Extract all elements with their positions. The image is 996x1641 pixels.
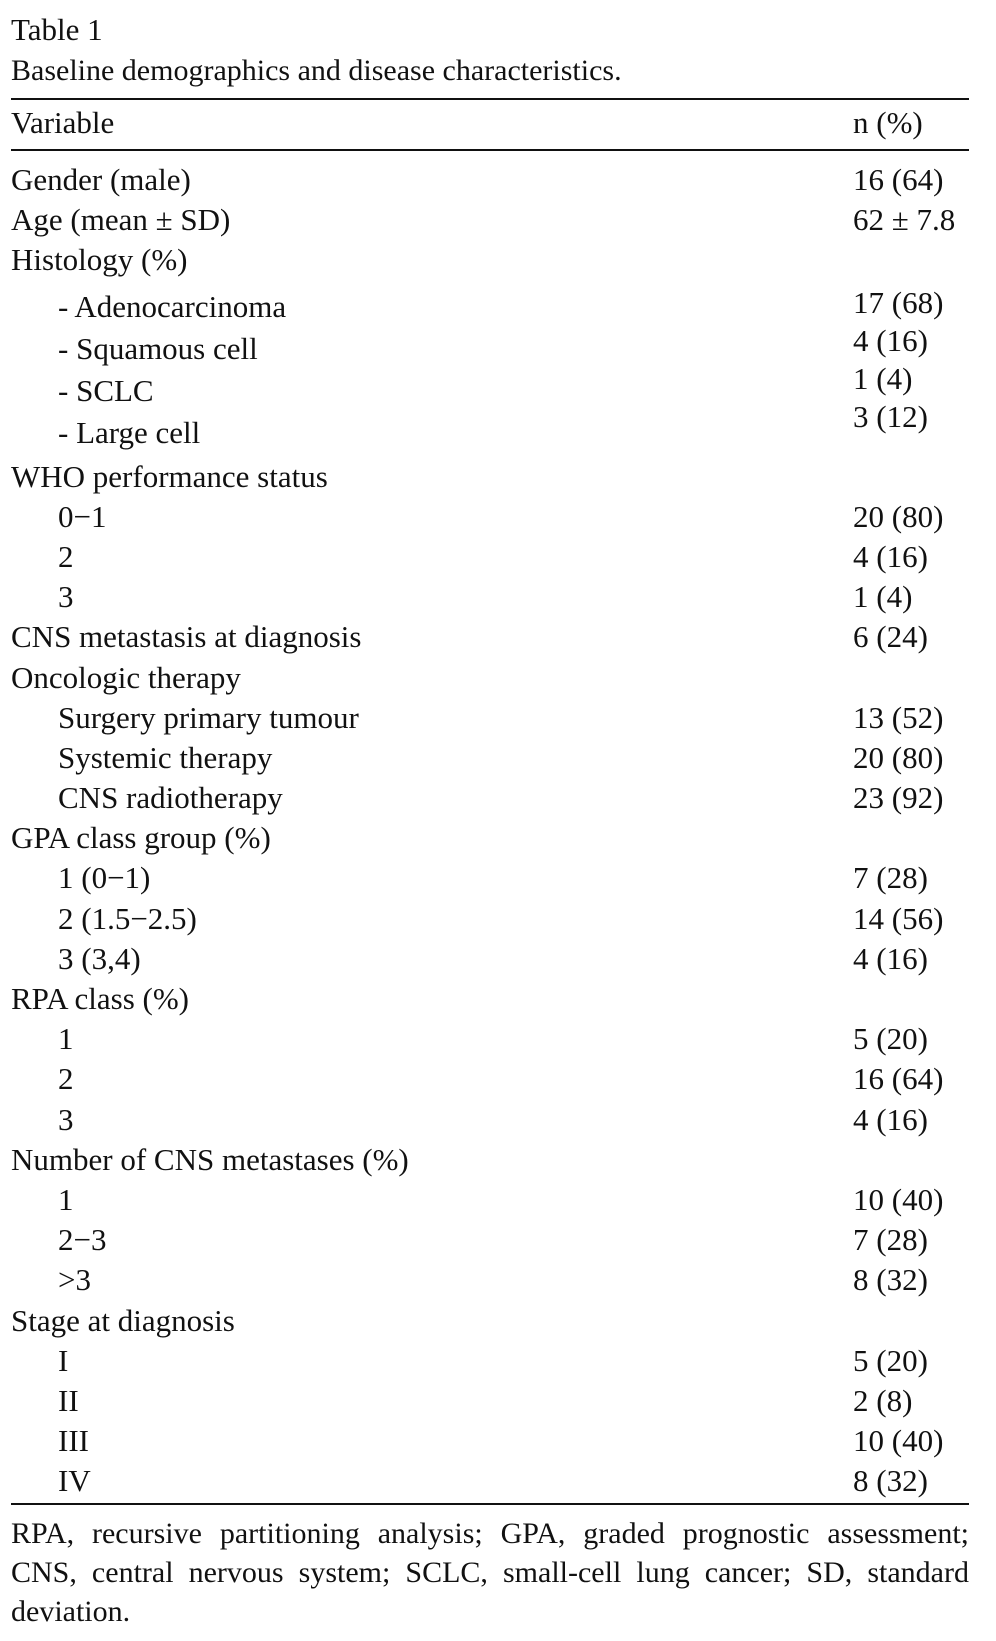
table-row: 2 4 (16)	[11, 537, 969, 577]
row-label: Histology (%)	[11, 242, 188, 278]
table-row: WHO performance status	[11, 457, 969, 497]
table-row: 3 4 (16)	[11, 1100, 969, 1140]
row-label: 3 (3,4)	[58, 940, 141, 976]
row-value: 8 (32)	[853, 1463, 928, 1499]
table-row: 0−1 20 (80)	[11, 497, 969, 537]
row-value: 5 (20)	[853, 1342, 928, 1378]
bottom-rule	[11, 1503, 969, 1505]
table-row: RPA class (%)	[11, 979, 969, 1019]
table-row: IV 8 (32)	[11, 1461, 969, 1501]
table-row: 1 10 (40)	[11, 1180, 969, 1220]
histology-label: - Large cell	[58, 414, 201, 450]
row-value: 16 (64)	[853, 1061, 944, 1097]
row-value: 4 (16)	[853, 538, 928, 574]
histology-value: 4 (16)	[853, 322, 928, 358]
row-label: CNS radiotherapy	[58, 780, 283, 816]
row-value: 23 (92)	[853, 780, 944, 816]
row-label: II	[58, 1382, 79, 1418]
top-rule	[11, 98, 969, 100]
row-value: 20 (80)	[853, 739, 944, 775]
row-label: Systemic therapy	[58, 739, 273, 775]
table-body: Gender (male) 16 (64) Age (mean ± SD) 62 ± …	[11, 160, 969, 1501]
histology-subtypes: - Adenocarcinoma - Squamous cell - SCLC …	[11, 281, 969, 457]
table-title: Baseline demographics and disease charac…	[11, 54, 622, 87]
table-row: Oncologic therapy	[11, 658, 969, 698]
row-label: Stage at diagnosis	[11, 1302, 235, 1338]
table-row: 2 16 (64)	[11, 1059, 969, 1099]
row-label: 2	[58, 1061, 74, 1097]
table-row: >3 8 (32)	[11, 1260, 969, 1300]
histology-value: 17 (68)	[853, 284, 944, 320]
table-header-row: Variable n (%)	[11, 103, 969, 143]
table-row: CNS radiotherapy 23 (92)	[11, 778, 969, 818]
table-row: 1 5 (20)	[11, 1019, 969, 1059]
table-row: 3 1 (4)	[11, 577, 969, 617]
row-value: 62 ± 7.8	[853, 202, 956, 238]
table-row: GPA class group (%)	[11, 818, 969, 858]
row-label: 1 (0−1)	[58, 860, 151, 896]
histology-label: - Adenocarcinoma	[58, 288, 287, 324]
row-value: 7 (28)	[853, 860, 928, 896]
table-row: Surgery primary tumour 13 (52)	[11, 698, 969, 738]
row-value: 2 (8)	[853, 1382, 913, 1418]
header-n-percent: n (%)	[853, 105, 923, 140]
row-label: I	[58, 1342, 69, 1378]
row-label: 2	[58, 538, 74, 574]
table-label: Table 1	[11, 12, 103, 47]
row-value: 14 (56)	[853, 900, 944, 936]
table-row: Systemic therapy 20 (80)	[11, 738, 969, 778]
table-row: 3 (3,4) 4 (16)	[11, 939, 969, 979]
row-label: III	[58, 1423, 89, 1459]
row-value: 16 (64)	[853, 162, 944, 197]
row-label: WHO performance status	[11, 458, 328, 494]
table-row: 1 (0−1) 7 (28)	[11, 858, 969, 898]
table-row: I 5 (20)	[11, 1341, 969, 1381]
row-label: RPA class (%)	[11, 981, 189, 1016]
row-label: Age (mean ± SD)	[11, 202, 231, 238]
row-value: 8 (32)	[853, 1262, 928, 1298]
table-row: Age (mean ± SD) 62 ± 7.8	[11, 200, 969, 240]
row-label: 2−3	[58, 1222, 107, 1258]
row-value: 7 (28)	[853, 1222, 928, 1258]
table-row: Number of CNS metastases (%)	[11, 1140, 969, 1180]
row-value: 13 (52)	[853, 699, 944, 735]
table-row: 2−3 7 (28)	[11, 1220, 969, 1260]
table-row: III 10 (40)	[11, 1421, 969, 1461]
histology-value: 3 (12)	[853, 398, 928, 434]
header-variable: Variable	[11, 105, 115, 140]
row-value: 4 (16)	[853, 940, 928, 976]
histology-label: - Squamous cell	[58, 330, 258, 366]
table-row: Histology (%)	[11, 240, 969, 280]
row-value: 1 (4)	[853, 579, 913, 615]
histology-label: - SCLC	[58, 372, 154, 408]
row-value: 4 (16)	[853, 1101, 928, 1137]
row-label: Gender (male)	[11, 162, 191, 197]
row-label: IV	[58, 1463, 91, 1499]
table-row: Gender (male) 16 (64)	[11, 160, 969, 200]
row-value: 5 (20)	[853, 1021, 928, 1057]
histology-value: 1 (4)	[853, 360, 913, 396]
table-row: CNS metastasis at diagnosis 6 (24)	[11, 617, 969, 657]
row-label: Oncologic therapy	[11, 659, 241, 695]
table-footnote: RPA, recursive partitioning analysis; GP…	[11, 1517, 969, 1628]
row-label: 3	[58, 1101, 74, 1137]
row-label: 2 (1.5−2.5)	[58, 900, 197, 936]
table-row: 2 (1.5−2.5) 14 (56)	[11, 899, 969, 939]
table-row: II 2 (8)	[11, 1381, 969, 1421]
row-value: 6 (24)	[853, 619, 928, 655]
row-label: 3	[58, 579, 74, 615]
row-value: 20 (80)	[853, 498, 944, 534]
row-label: 1	[58, 1021, 74, 1057]
row-label: 1	[58, 1181, 74, 1217]
row-label: >3	[58, 1262, 91, 1298]
row-label: GPA class group (%)	[11, 820, 271, 856]
row-label: CNS metastasis at diagnosis	[11, 619, 362, 655]
row-label: 0−1	[58, 498, 107, 534]
row-value: 10 (40)	[853, 1423, 944, 1459]
table-row: Stage at diagnosis	[11, 1301, 969, 1341]
row-value: 10 (40)	[853, 1181, 944, 1217]
row-label: Surgery primary tumour	[58, 699, 359, 735]
header-rule	[11, 149, 969, 151]
row-label: Number of CNS metastases (%)	[11, 1141, 409, 1177]
